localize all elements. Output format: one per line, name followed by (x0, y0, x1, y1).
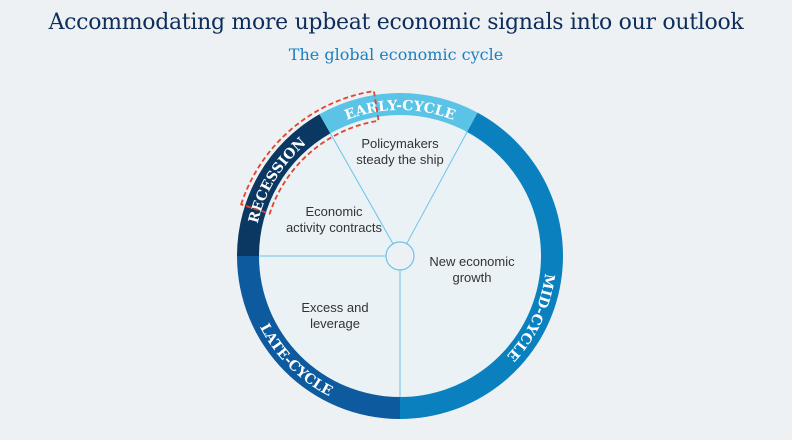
mid-cycle-segment (400, 112, 563, 419)
recession-segment (237, 114, 331, 256)
diagram-subtitle: The global economic cycle (288, 45, 504, 64)
mid-cycle-description: New economic growth (429, 254, 515, 285)
divider-line (329, 133, 394, 245)
early-cycle-description: Policymakers steady the ship (356, 136, 443, 167)
recession-early-highlight-outline (240, 90, 380, 215)
divider-line (406, 131, 468, 244)
early-cycle-segment (319, 93, 478, 134)
page-title: Accommodating more upbeat economic signa… (48, 10, 744, 35)
late-cycle-segment (237, 256, 400, 419)
late-cycle-description: Excess and leverage (301, 300, 368, 331)
recession-description: Economic activity contracts (286, 204, 383, 235)
center-hub (385, 241, 415, 271)
